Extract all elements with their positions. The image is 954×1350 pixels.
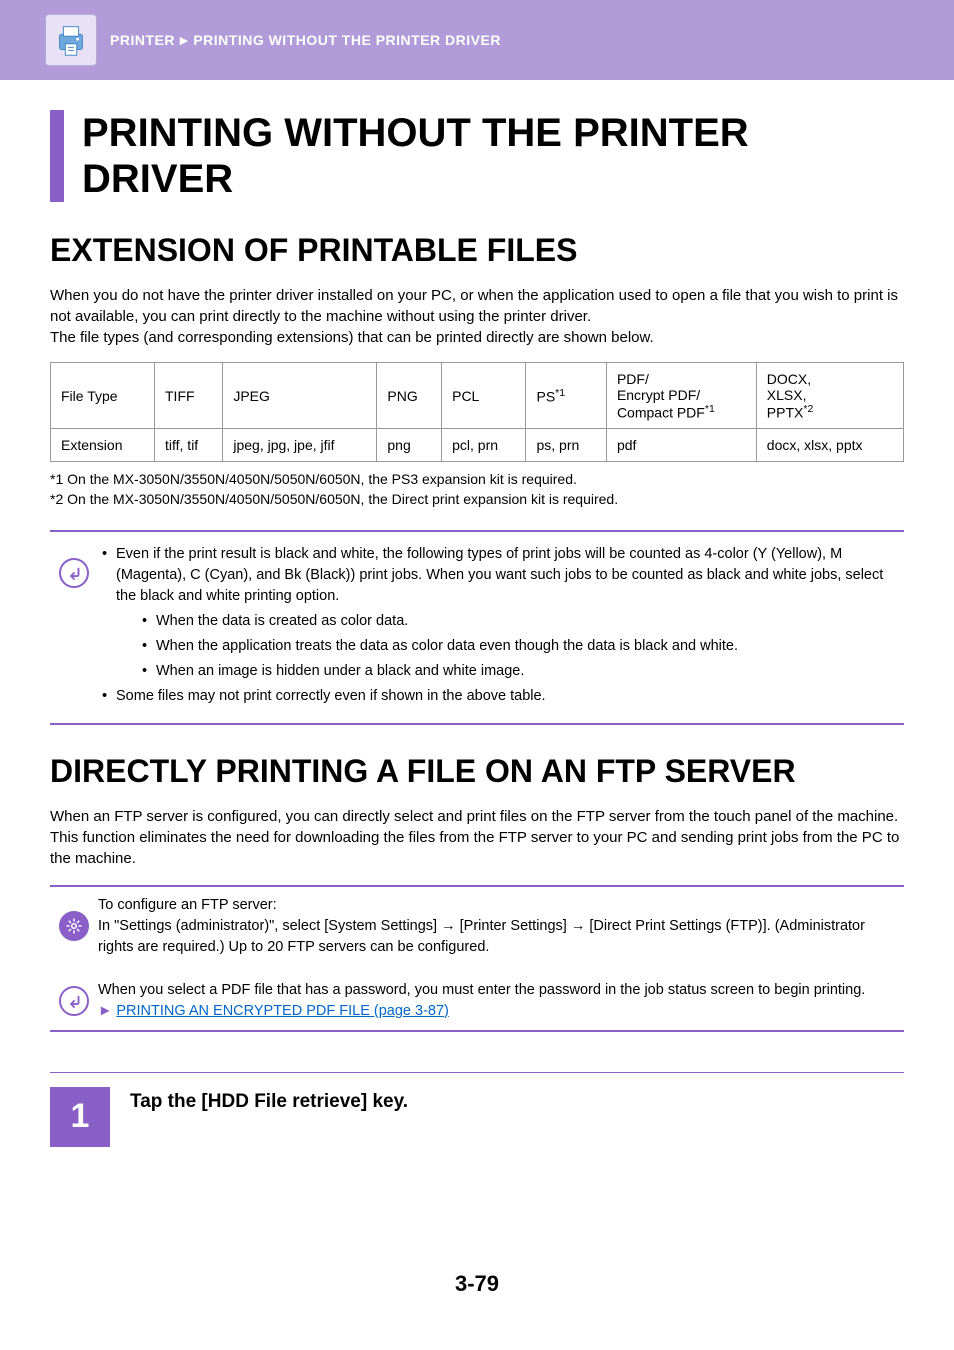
intro-line2: The file types (and corresponding extens… [50, 329, 654, 346]
ftp-notes-box: To configure an FTP server: In "Settings… [50, 885, 904, 1032]
note-text: Even if the print result is black and wh… [116, 546, 883, 604]
table-cell: pcl, prn [442, 429, 526, 462]
note-bullet: Even if the print result is black and wh… [98, 544, 904, 682]
table-cell: PDF/Encrypt PDF/Compact PDF*1 [606, 362, 756, 429]
breadcrumb: PRINTER►PRINTING WITHOUT THE PRINTER DRI… [110, 32, 501, 48]
config-line1: To configure an FTP server: [98, 897, 277, 913]
pdf-note-text: When you select a PDF file that has a pa… [98, 982, 865, 998]
section1-title: EXTENSION OF PRINTABLE FILES [50, 232, 904, 269]
config-line2: In "Settings (administrator)", select [S… [98, 918, 865, 955]
table-cell: tiff, tif [155, 429, 223, 462]
step-number: 1 [50, 1087, 110, 1147]
section2-title: DIRECTLY PRINTING A FILE ON AN FTP SERVE… [50, 753, 904, 790]
printer-icon [52, 21, 90, 59]
note-box: Even if the print result is black and wh… [50, 530, 904, 725]
table-row: Extension tiff, tif jpeg, jpg, jpe, jfif… [51, 429, 904, 462]
table-cell: pdf [606, 429, 756, 462]
section2-intro: When an FTP server is configured, you ca… [50, 806, 904, 869]
table-cell: File Type [51, 362, 155, 429]
gear-icon [65, 917, 83, 935]
page-content: PRINTING WITHOUT THE PRINTER DRIVER EXTE… [0, 80, 954, 1337]
config-note-row: To configure an FTP server: In "Settings… [50, 887, 904, 966]
table-cell: JPEG [223, 362, 377, 429]
note-content: Even if the print result is black and wh… [98, 544, 904, 711]
config-note-content: To configure an FTP server: In "Settings… [98, 895, 904, 958]
step-text: Tap the [HDD File retrieve] key. [130, 1087, 408, 1113]
footnote1: *1 On the MX-3050N/3550N/4050N/5050N/605… [50, 470, 904, 490]
table-cell: PNG [377, 362, 442, 429]
breadcrumb-section[interactable]: PRINTER [110, 32, 175, 48]
breadcrumb-page[interactable]: PRINTING WITHOUT THE PRINTER DRIVER [193, 32, 501, 48]
table-row: File Type TIFF JPEG PNG PCL PS*1 PDF/Enc… [51, 362, 904, 429]
pdf-note-row: When you select a PDF file that has a pa… [50, 972, 904, 1030]
breadcrumb-arrow-icon: ► [177, 32, 191, 48]
return-arrow-icon [65, 564, 83, 582]
config-icon-wrapper [50, 895, 98, 958]
pdf-note-content: When you select a PDF file that has a pa… [98, 980, 904, 1022]
encrypted-pdf-link[interactable]: PRINTING AN ENCRYPTED PDF FILE (page 3-8… [116, 1003, 449, 1019]
note-icon-wrapper [50, 544, 98, 711]
note-inner-bullet: When the application treats the data as … [138, 636, 904, 657]
info-icon [59, 986, 89, 1016]
section1-intro: When you do not have the printer driver … [50, 285, 904, 348]
main-title: PRINTING WITHOUT THE PRINTER DRIVER [50, 110, 904, 202]
table-cell: PCL [442, 362, 526, 429]
table-cell: jpeg, jpg, jpe, jfif [223, 429, 377, 462]
step-row: 1 Tap the [HDD File retrieve] key. [50, 1073, 904, 1161]
note-inner-bullet: When an image is hidden under a black an… [138, 661, 904, 682]
footnote2: *2 On the MX-3050N/3550N/4050N/5050N/605… [50, 490, 904, 510]
file-types-table: File Type TIFF JPEG PNG PCL PS*1 PDF/Enc… [50, 362, 904, 463]
table-cell: PS*1 [526, 362, 606, 429]
table-cell: png [377, 429, 442, 462]
table-cell: docx, xlsx, pptx [756, 429, 903, 462]
table-cell: TIFF [155, 362, 223, 429]
link-arrow-icon: ► [98, 1003, 112, 1019]
pdf-icon-wrapper [50, 980, 98, 1022]
printer-header-icon [45, 14, 97, 66]
table-cell: DOCX,XLSX,PPTX*2 [756, 362, 903, 429]
note-inner-bullet: When the data is created as color data. [138, 611, 904, 632]
intro-line1: When you do not have the printer driver … [50, 287, 898, 325]
note-bullet: Some files may not print correctly even … [98, 686, 904, 707]
table-cell: ps, prn [526, 429, 606, 462]
settings-icon [59, 911, 89, 941]
table-cell: Extension [51, 429, 155, 462]
info-icon [59, 558, 89, 588]
header-bar: PRINTER►PRINTING WITHOUT THE PRINTER DRI… [0, 0, 954, 80]
return-arrow-icon [65, 992, 83, 1010]
page-number: 3-79 [50, 1271, 904, 1297]
